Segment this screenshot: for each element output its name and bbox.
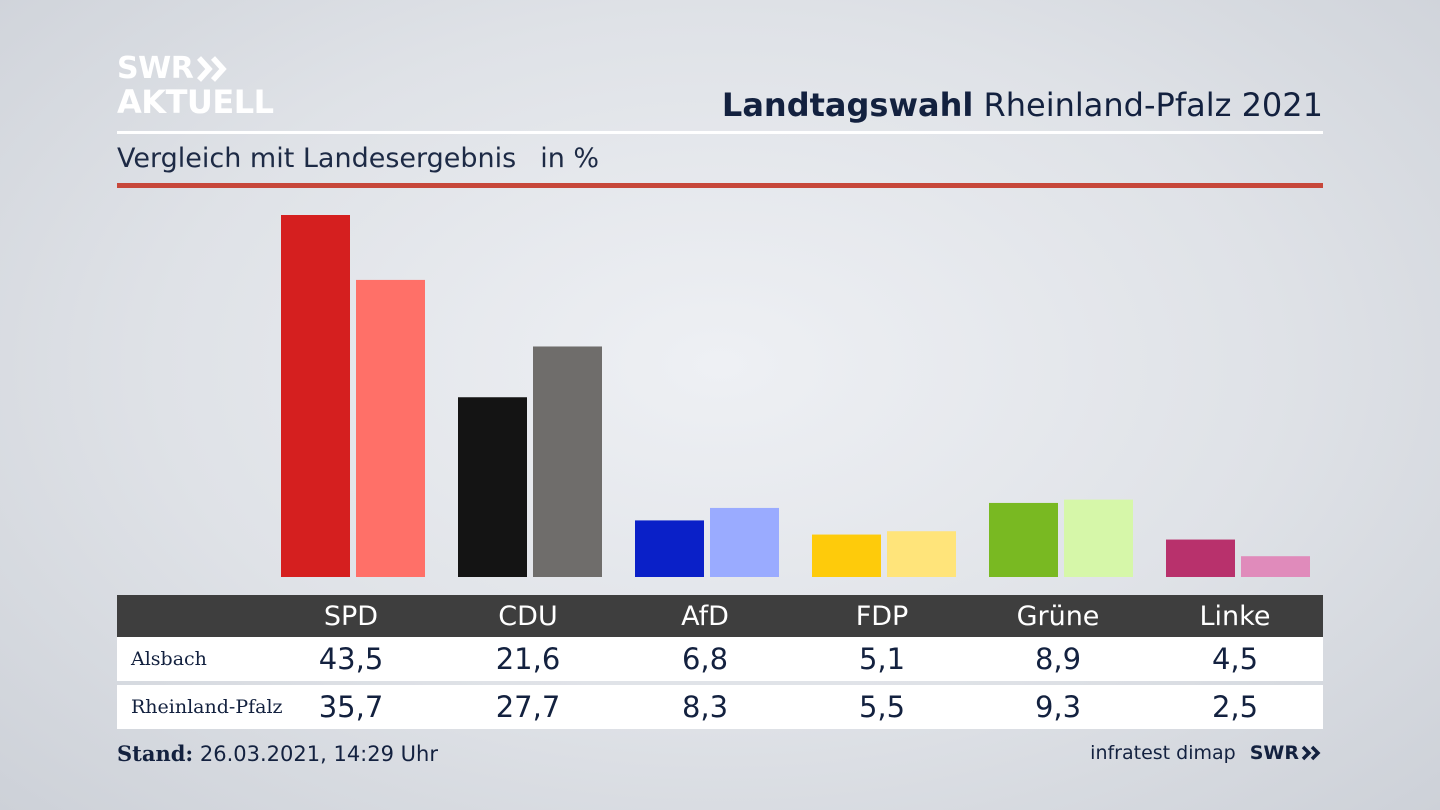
double-chevron-icon: [197, 56, 228, 82]
title-rest: Rheinland-Pfalz 2021: [983, 86, 1323, 124]
logo-aktuell-text: AKTUELL: [117, 83, 274, 121]
value-cell: 8,9: [1034, 642, 1082, 676]
value-cell: 9,3: [1034, 690, 1082, 724]
value-cell: 2,5: [1211, 690, 1259, 724]
table-row: Rheinland-Pfalz 35,7 27,7 8,3 5,5 9,3 2,…: [117, 685, 1323, 729]
party-header-afd: AfD: [681, 600, 729, 632]
value-cell: 35,7: [318, 690, 384, 724]
page-title: Landtagswahl Rheinland-Pfalz 2021: [722, 86, 1323, 124]
bar-chart: [281, 215, 1310, 577]
stand-value: 26.03.2021, 14:29 Uhr: [199, 742, 438, 766]
bar-afd-local: [635, 520, 704, 577]
bar-spd-local: [281, 215, 350, 577]
source-text: infratest dimap: [1090, 742, 1236, 764]
value-cell: 27,7: [495, 690, 561, 724]
logo-swr-text: SWR: [117, 51, 194, 86]
chart-subtitle: Vergleich mit Landesergebnis in %: [117, 143, 599, 174]
double-chevron-icon: [1301, 745, 1321, 761]
value-cell: 4,5: [1211, 642, 1259, 676]
bar-cdu-local: [458, 397, 527, 577]
source-credit: infratest dimap SWR: [1090, 742, 1323, 764]
bar-cdu-state: [533, 346, 602, 577]
table-row: Alsbach 43,5 21,6 6,8 5,1 8,9 4,5: [117, 637, 1323, 681]
title-divider: [117, 131, 1323, 134]
stand-label: Stand:: [117, 741, 194, 766]
title-bold: Landtagswahl: [721, 86, 974, 124]
swr-aktuell-logo: SWR AKTUELL: [117, 51, 274, 121]
bar-afd-state: [710, 507, 779, 577]
timestamp: Stand: 26.03.2021, 14:29 Uhr: [117, 741, 438, 766]
bar-spd-state: [356, 279, 425, 577]
footer-swr-logo: SWR: [1249, 742, 1299, 764]
value-cell: 21,6: [495, 642, 561, 676]
value-cell: 8,3: [681, 690, 729, 724]
subtitle-text: Vergleich mit Landesergebnis: [117, 143, 517, 174]
bar-fdp-local: [812, 534, 881, 577]
value-cell: 5,1: [858, 642, 906, 676]
results-table: SPD CDU AfD FDP Grüne Linke Alsbach 43,5…: [117, 595, 1323, 729]
value-cell: 43,5: [318, 642, 384, 676]
bar-gruene-local: [989, 502, 1058, 577]
subtitle-divider: [117, 183, 1323, 188]
party-header-fdp: FDP: [855, 600, 909, 632]
table-header: SPD CDU AfD FDP Grüne Linke: [117, 595, 1323, 637]
bar-gruene-state: [1064, 499, 1133, 577]
party-header-spd: SPD: [323, 600, 379, 632]
party-header-gruene: Grüne: [1016, 600, 1100, 632]
value-cell: 6,8: [681, 642, 729, 676]
bar-fdp-state: [887, 531, 956, 577]
bar-linke-state: [1241, 556, 1310, 577]
party-header-cdu: CDU: [498, 600, 558, 632]
bar-linke-local: [1166, 539, 1235, 577]
value-cell: 5,5: [858, 690, 906, 724]
row-label: Alsbach: [131, 648, 207, 670]
row-label: Rheinland-Pfalz: [131, 696, 283, 718]
unit-label: in %: [540, 143, 600, 174]
party-header-linke: Linke: [1199, 600, 1271, 632]
